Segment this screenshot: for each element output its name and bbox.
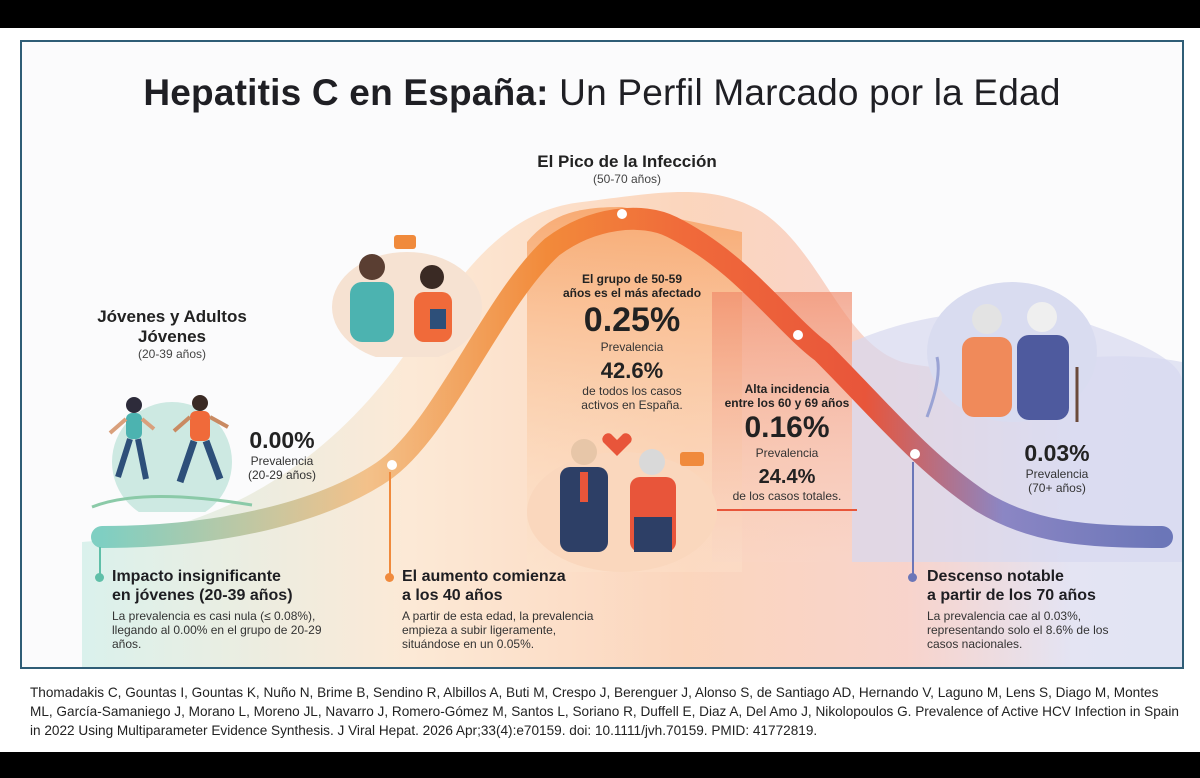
- sixties-underline: [717, 509, 857, 511]
- callout-young: Impacto insignificante en jóvenes (20-39…: [112, 567, 372, 651]
- young-stage-heading: Jóvenes y Adultos Jóvenes (20-39 años): [72, 307, 272, 361]
- young-stat-label: Prevalencia: [250, 454, 314, 468]
- callout-seventies-title-line2: a partir de los 70 años: [927, 587, 1096, 604]
- middle-stats: El grupo de 50-59 años es el más afectad…: [532, 272, 732, 412]
- young-range: (20-39 años): [137, 347, 207, 361]
- callout-seventies-title-line1: Descenso notable: [927, 568, 1064, 585]
- middle-aged-couple-illustration: [527, 433, 717, 572]
- callout-young-text-line3: años.: [112, 637, 142, 651]
- young-title-line1: Jóvenes y Adultos: [97, 307, 247, 326]
- callout-seventies-text-line3: casos nacionales.: [927, 637, 1023, 651]
- callout-seventies: Descenso notable a partir de los 70 años…: [927, 567, 1167, 651]
- speech-bubble-icon: [394, 235, 416, 249]
- sixties-stats: Alta incidencia entre los 60 y 69 años 0…: [712, 382, 862, 511]
- sixties-heading-line2: entre los 60 y 69 años: [724, 396, 850, 410]
- callout-1-dot: [95, 573, 104, 582]
- peak-title: El Pico de la Infección: [537, 152, 717, 171]
- callout-young-text-line1: La prevalencia es casi nula (≤ 0.08%),: [112, 609, 316, 623]
- elderly-stat: 0.03% Prevalencia (70+ años): [997, 440, 1117, 495]
- callout-forties-title-line1: El aumento comienza: [402, 568, 566, 585]
- callout-seventies-text-line2: representando solo el 8.6% de los: [927, 623, 1109, 637]
- young-stat-range: (20-29 años): [247, 468, 317, 482]
- middle-share-value: 42.6%: [600, 358, 664, 383]
- young-stat-value: 0.00%: [249, 427, 315, 453]
- callout-1-connector: [99, 547, 101, 574]
- young-title-line2: Jóvenes: [137, 327, 207, 346]
- elderly-stat-label: Prevalencia: [1025, 467, 1089, 481]
- runners-illustration: [91, 395, 253, 512]
- callout-3-connector: [912, 462, 914, 574]
- citation-text: Thomadakis C, Gountas I, Gountas K, Nuño…: [30, 685, 1179, 738]
- callout-2-connector: [389, 472, 391, 574]
- sixties-heading-line1: Alta incidencia: [744, 382, 830, 396]
- sixties-share-value: 24.4%: [758, 466, 816, 488]
- slide: Hepatitis C en España: Un Perfil Marcado…: [0, 28, 1200, 752]
- peak-heading: El Pico de la Infección (50-70 años): [477, 152, 777, 186]
- sixties-stat-label: Prevalencia: [755, 446, 819, 460]
- callout-forties-text-line3: situándose en un 0.05%.: [402, 637, 535, 651]
- middle-share-line1: de todos los casos: [582, 384, 682, 398]
- middle-heading-line1: El grupo de 50-59: [581, 272, 683, 286]
- middle-stat-value: 0.25%: [583, 301, 681, 339]
- callout-forties-title-line2: a los 40 años: [402, 587, 503, 604]
- callout-young-title-line1: Impacto insignificante: [112, 568, 281, 585]
- peak-range: (50-70 años): [592, 172, 662, 186]
- callout-3-dot: [908, 573, 917, 582]
- middle-stat-label: Prevalencia: [600, 340, 664, 354]
- broken-heart-icon: [602, 433, 632, 456]
- callout-forties-text-line1: A partir de esta edad, la prevalencia: [402, 609, 594, 623]
- callout-forties: El aumento comienza a los 40 años A part…: [402, 567, 652, 651]
- callout-forties-text-line2: empieza a subir ligeramente,: [402, 623, 557, 637]
- middle-heading-line2: años es el más afectado: [562, 286, 702, 300]
- elderly-couple-illustration: [925, 282, 1097, 422]
- callout-2-dot: [385, 573, 394, 582]
- young-couple-illustration: [332, 235, 482, 357]
- elderly-stat-value: 0.03%: [1024, 440, 1090, 466]
- middle-share-line2: activos en España.: [581, 398, 683, 412]
- callout-young-title-line2: en jóvenes (20-39 años): [112, 587, 293, 604]
- infographic-frame: Hepatitis C en España: Un Perfil Marcado…: [20, 40, 1184, 669]
- elderly-stat-range: (70+ años): [1028, 481, 1086, 495]
- callout-seventies-text-line1: La prevalencia cae al 0.03%,: [927, 609, 1082, 623]
- page-title: Hepatitis C en España: Un Perfil Marcado…: [143, 72, 1061, 113]
- young-stat: 0.00% Prevalencia (20-29 años): [222, 427, 342, 482]
- sixties-share-label: de los casos totales.: [732, 489, 842, 503]
- sixties-stat-value: 0.16%: [744, 411, 830, 444]
- speech-bubble-icon: [680, 452, 704, 466]
- callout-young-text-line2: llegando al 0.00% en el grupo de 20-29: [112, 623, 322, 637]
